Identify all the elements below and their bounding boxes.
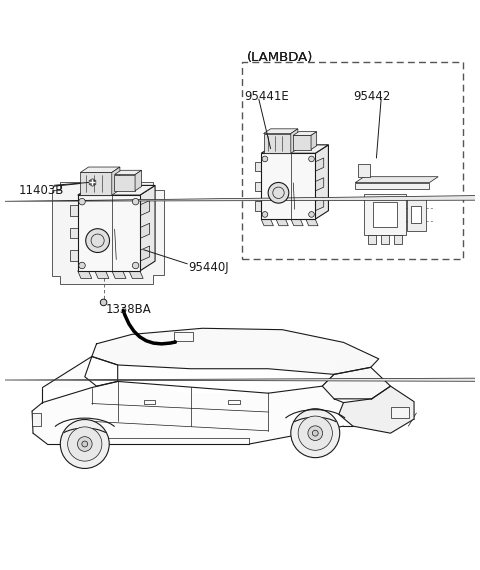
Circle shape xyxy=(100,299,107,306)
Polygon shape xyxy=(70,250,78,261)
Circle shape xyxy=(79,198,85,205)
Polygon shape xyxy=(140,246,150,261)
Polygon shape xyxy=(32,343,414,444)
Polygon shape xyxy=(306,219,318,226)
Polygon shape xyxy=(129,271,143,279)
Circle shape xyxy=(291,409,340,458)
Polygon shape xyxy=(315,145,328,219)
Circle shape xyxy=(68,427,102,461)
Polygon shape xyxy=(112,167,120,195)
Polygon shape xyxy=(78,185,155,195)
Polygon shape xyxy=(407,198,426,230)
Text: 95441E: 95441E xyxy=(245,90,289,103)
Polygon shape xyxy=(140,223,150,238)
Circle shape xyxy=(77,437,92,451)
Circle shape xyxy=(262,211,268,217)
Circle shape xyxy=(298,416,332,450)
Text: 11403B: 11403B xyxy=(19,185,64,197)
Polygon shape xyxy=(261,153,315,219)
Circle shape xyxy=(312,430,318,436)
Polygon shape xyxy=(394,235,402,245)
Bar xyxy=(144,400,156,404)
Polygon shape xyxy=(115,174,135,191)
Polygon shape xyxy=(112,271,126,279)
Polygon shape xyxy=(81,173,112,195)
Bar xyxy=(174,332,193,341)
Polygon shape xyxy=(264,129,298,133)
Text: (LAMBDA): (LAMBDA) xyxy=(247,51,313,64)
Polygon shape xyxy=(381,235,389,245)
Polygon shape xyxy=(291,129,298,153)
Polygon shape xyxy=(140,185,155,271)
Polygon shape xyxy=(293,136,311,149)
Polygon shape xyxy=(70,205,78,215)
Polygon shape xyxy=(95,271,109,279)
Text: (LAMBDA): (LAMBDA) xyxy=(247,51,313,64)
Text: 95440J: 95440J xyxy=(188,260,229,274)
Polygon shape xyxy=(261,145,328,153)
Polygon shape xyxy=(70,227,78,238)
Text: 95442: 95442 xyxy=(353,90,390,103)
Circle shape xyxy=(86,229,109,253)
Polygon shape xyxy=(291,219,303,226)
Polygon shape xyxy=(373,202,397,227)
Polygon shape xyxy=(5,378,480,384)
Polygon shape xyxy=(115,170,142,174)
Bar xyxy=(32,413,41,426)
Circle shape xyxy=(262,156,268,162)
Polygon shape xyxy=(276,219,288,226)
Polygon shape xyxy=(315,178,324,191)
Circle shape xyxy=(268,182,289,203)
Polygon shape xyxy=(261,219,274,226)
Polygon shape xyxy=(254,201,261,211)
Polygon shape xyxy=(358,164,370,177)
Polygon shape xyxy=(355,177,438,182)
Polygon shape xyxy=(355,182,429,189)
Polygon shape xyxy=(364,193,406,235)
Polygon shape xyxy=(339,386,414,433)
Polygon shape xyxy=(5,193,480,201)
Polygon shape xyxy=(52,182,164,284)
Circle shape xyxy=(132,198,139,205)
Circle shape xyxy=(60,420,109,469)
Text: 1338BA: 1338BA xyxy=(106,303,152,316)
Polygon shape xyxy=(368,235,376,245)
Circle shape xyxy=(79,262,85,268)
Polygon shape xyxy=(92,328,379,374)
Circle shape xyxy=(132,262,139,268)
Polygon shape xyxy=(264,133,291,153)
Bar xyxy=(391,408,409,418)
Polygon shape xyxy=(411,206,421,223)
Polygon shape xyxy=(311,132,317,149)
FancyArrowPatch shape xyxy=(123,310,175,344)
Circle shape xyxy=(309,211,314,217)
Bar xyxy=(228,400,240,404)
Polygon shape xyxy=(140,201,150,215)
Polygon shape xyxy=(78,271,92,279)
Circle shape xyxy=(309,156,314,162)
Polygon shape xyxy=(315,158,324,171)
Polygon shape xyxy=(254,181,261,191)
Circle shape xyxy=(308,426,323,441)
Polygon shape xyxy=(78,195,140,271)
Polygon shape xyxy=(254,162,261,171)
Polygon shape xyxy=(81,167,120,173)
Polygon shape xyxy=(293,132,317,136)
Polygon shape xyxy=(315,198,324,211)
Polygon shape xyxy=(135,170,142,191)
Circle shape xyxy=(82,441,88,447)
Polygon shape xyxy=(323,367,391,399)
